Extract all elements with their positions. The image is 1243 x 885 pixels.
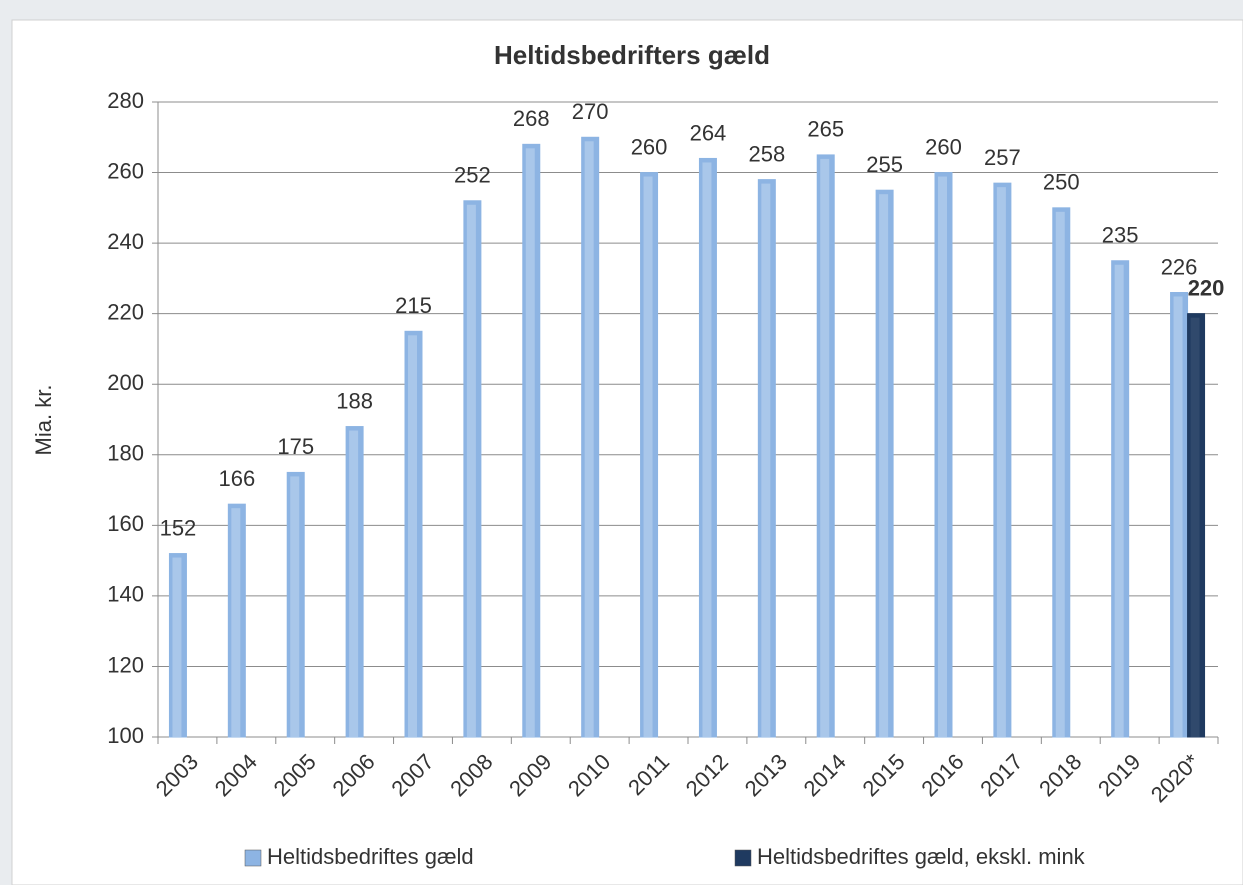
data-label: 215 [395,293,432,318]
legend-marker [244,849,262,867]
data-label: 250 [1043,170,1080,195]
y-tick-label: 220 [107,299,144,324]
bar-highlight [879,194,889,737]
bar-highlight [349,430,359,737]
data-label: 265 [807,117,844,142]
bar-highlight [1173,296,1183,737]
bar [816,154,835,738]
bar-highlight [172,557,182,737]
bar-highlight [231,508,241,737]
bar-highlight [584,141,594,737]
bar-highlight [525,148,535,738]
chart-title: Heltidsbedrifters gæld [494,40,770,70]
y-tick-label: 100 [107,723,144,748]
bar-highlight [643,176,653,738]
bar [875,189,894,738]
y-tick-label: 260 [107,158,144,183]
data-label: 260 [631,134,668,159]
data-label: 260 [925,134,962,159]
bar-highlight [466,204,476,737]
bar-highlight [290,476,300,737]
data-label: 264 [690,120,727,145]
data-label: 175 [277,434,314,459]
legend-label: Heltidsbedriftes gæld [267,844,474,869]
data-label: 268 [513,106,550,131]
y-tick-label: 180 [107,441,144,466]
bar [227,503,246,738]
bar [1052,207,1071,738]
y-tick-label: 240 [107,229,144,254]
y-tick-label: 120 [107,652,144,677]
data-label: 226 [1161,254,1198,279]
bar-highlight [820,158,830,737]
data-label: 188 [336,388,373,413]
bar [345,426,364,738]
data-label: 235 [1102,223,1139,248]
data-label: 255 [866,152,903,177]
bar-highlight [1114,264,1124,737]
y-tick-label: 280 [107,88,144,113]
data-label: 252 [454,163,491,188]
bar [934,172,953,738]
bar [463,200,482,738]
bar-highlight [938,176,947,738]
bar [522,143,541,738]
data-label: 270 [572,99,609,124]
y-tick-label: 200 [107,370,144,395]
bar-highlight [1190,317,1200,737]
bar [286,471,305,738]
bar-highlight [408,335,417,737]
data-label: 220 [1188,275,1225,300]
bar-highlight [761,183,771,738]
bar [993,182,1012,738]
data-label: 166 [218,466,255,491]
bar [698,157,717,738]
data-label: 258 [748,141,785,166]
y-tick-label: 160 [107,511,144,536]
data-label: 257 [984,145,1021,170]
bar [168,553,187,738]
bar-highlight [1055,211,1065,738]
legend-label: Heltidsbedriftes gæld, ekskl. mink [757,844,1086,869]
bar [1111,260,1130,738]
bar [1187,313,1206,738]
bar [640,172,659,738]
bar-highlight [996,187,1006,737]
bar-highlight [702,162,712,737]
data-label: 152 [160,515,197,540]
legend-marker [734,849,752,867]
bar [581,136,600,738]
bar [757,179,776,738]
y-axis-label: Mia. kr. [31,385,56,456]
bar [404,330,423,738]
y-tick-label: 140 [107,582,144,607]
